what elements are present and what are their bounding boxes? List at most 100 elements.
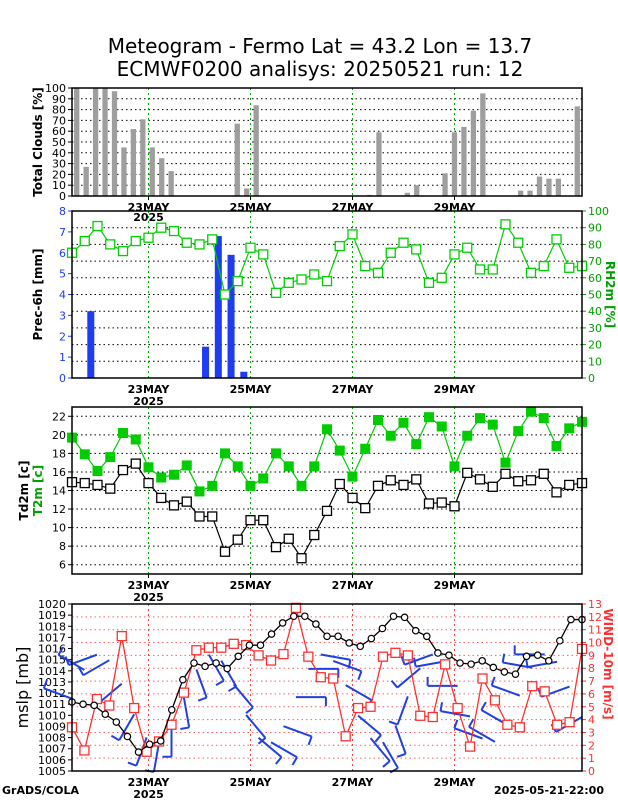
t2m-marker xyxy=(232,461,243,472)
t2m-marker xyxy=(283,461,294,472)
rh-marker xyxy=(525,267,537,278)
y2-tick-label: 100 xyxy=(588,205,609,218)
wind-speed-marker xyxy=(551,719,563,730)
x-tick-label: 23MAY xyxy=(128,776,171,789)
y2-tick-label: 30 xyxy=(588,322,602,335)
t2m-marker xyxy=(258,473,269,484)
td2m-marker xyxy=(564,479,575,491)
y-tick-label: 1006 xyxy=(38,754,66,767)
y2-tick-label: 7 xyxy=(588,675,595,688)
rh-marker xyxy=(181,237,192,248)
t2m-marker xyxy=(373,414,383,425)
y2-tick-label: 10 xyxy=(588,637,602,650)
x-tick-label: 27MAY xyxy=(332,776,375,789)
cloud-bar xyxy=(574,106,580,196)
td2m-marker xyxy=(232,534,243,545)
cloud-bar xyxy=(442,173,448,196)
wind-speed-marker xyxy=(116,630,127,642)
cloud-bar xyxy=(555,178,562,196)
rh-marker xyxy=(232,275,243,287)
y-tick-label: 50 xyxy=(52,136,66,149)
td2m-marker xyxy=(117,464,129,476)
y-tick-label: 70 xyxy=(52,114,66,127)
wind-barb-flag xyxy=(245,706,254,714)
x-tick-label: 29MAY xyxy=(434,383,477,396)
mslp-frame xyxy=(71,603,583,772)
rh-marker xyxy=(398,237,409,248)
cloud-bar xyxy=(121,147,127,196)
cloud-frame xyxy=(71,87,583,197)
cloud-bar xyxy=(470,110,477,196)
rh-marker xyxy=(156,222,167,233)
t2m-marker xyxy=(143,462,154,473)
y-tick-label: 1014 xyxy=(38,665,66,678)
mslp-marker xyxy=(478,656,487,665)
mslp-marker xyxy=(389,612,398,621)
mslp-marker xyxy=(411,626,420,635)
rh-marker xyxy=(105,239,116,250)
td2m-marker xyxy=(525,475,537,486)
td2m-marker xyxy=(423,498,435,509)
y-tick-label: 7 xyxy=(59,226,66,239)
mslp-marker xyxy=(467,660,475,668)
cloud-bar xyxy=(92,88,99,196)
td2m-marker xyxy=(411,474,422,485)
y2-tick-label: 8 xyxy=(588,662,595,675)
td2m-marker xyxy=(105,483,116,494)
wind-speed-marker xyxy=(166,719,177,730)
td2m-marker xyxy=(207,511,218,522)
wind-speed-marker xyxy=(328,673,339,684)
cloud-bar xyxy=(527,190,533,196)
y2-tick-label: 6 xyxy=(588,688,595,701)
mslp-marker xyxy=(267,630,276,638)
y-tick-label: 0 xyxy=(59,372,66,385)
t2m-marker xyxy=(296,480,307,491)
x-tick-label: 29MAY xyxy=(434,579,477,592)
precip-bar xyxy=(227,254,235,378)
mslp-marker xyxy=(278,619,287,627)
wind-barb-flag xyxy=(275,756,283,765)
x-tick-label: 25MAY xyxy=(230,383,273,396)
mslp-marker xyxy=(156,737,165,745)
t2m-marker xyxy=(207,480,218,491)
wind-speed-marker xyxy=(203,642,214,653)
y-tick-label: 6 xyxy=(59,247,66,260)
y-tick-label: 1017 xyxy=(38,631,66,644)
y-tick-label: 1012 xyxy=(38,687,66,700)
wind-speed-marker xyxy=(129,702,140,714)
footer-right: 2025-05-21-22:00 xyxy=(494,784,604,797)
t2m-marker xyxy=(424,412,434,423)
wind-barb-flag xyxy=(374,734,382,743)
mslp-marker xyxy=(434,649,442,657)
t2m-marker xyxy=(398,417,409,428)
cloud-bar xyxy=(480,93,486,196)
y2-tick-label: 12 xyxy=(588,611,602,624)
prec-frame xyxy=(71,210,583,379)
x-tick-label: 25MAY xyxy=(230,776,273,789)
rh-marker xyxy=(92,220,103,232)
cloud-bar xyxy=(414,185,420,196)
wind-barb-staff xyxy=(382,741,399,769)
wind-barb-flag xyxy=(468,718,475,728)
mslp-marker xyxy=(323,632,331,641)
t2m-marker xyxy=(385,430,396,441)
wind-barb-flag xyxy=(357,670,363,681)
x-tick-label: 23MAY xyxy=(128,579,171,592)
x-tick-label: 23MAY xyxy=(128,383,171,396)
wind-speed-marker xyxy=(440,659,451,670)
wind-speed-marker xyxy=(489,695,501,706)
mslp-marker xyxy=(201,662,209,671)
cloud-bar xyxy=(102,88,108,196)
td2m-marker xyxy=(296,553,307,564)
t2m-marker xyxy=(92,466,103,477)
precip-bar xyxy=(87,311,95,378)
wind-speed-marker xyxy=(514,722,525,733)
mslp-marker xyxy=(101,710,110,719)
prec-y-label: Prec-6h [mm] xyxy=(31,249,45,341)
t2m-marker xyxy=(309,461,320,472)
y2-tick-label: 20 xyxy=(588,339,602,352)
td2m-marker xyxy=(385,475,396,486)
td2m-marker xyxy=(474,474,486,485)
